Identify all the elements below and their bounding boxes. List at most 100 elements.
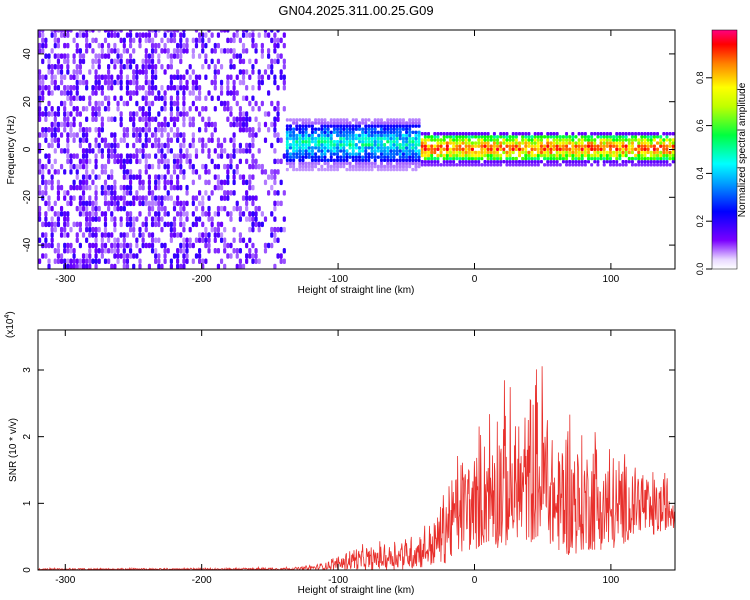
heatmap-cell — [81, 32, 86, 38]
heatmap-cell — [612, 135, 616, 139]
heatmap-cell — [543, 144, 547, 148]
heatmap-cell — [304, 118, 308, 122]
heatmap-cell — [452, 132, 456, 136]
heatmap-cell — [132, 121, 136, 128]
heatmap-cell — [169, 148, 173, 154]
heatmap-cell — [621, 132, 625, 136]
heatmap-cell — [216, 69, 221, 75]
heatmap-cell — [514, 144, 518, 148]
heatmap-cell — [85, 79, 89, 86]
heatmap-cell — [323, 158, 327, 162]
heatmap-cell — [273, 232, 277, 238]
heatmap-cell — [160, 216, 164, 222]
heatmap-cell — [608, 153, 612, 158]
heatmap-cell — [392, 136, 396, 141]
heatmap-cell — [420, 144, 424, 148]
heatmap-cell — [314, 155, 318, 159]
heatmap-cell — [238, 247, 242, 254]
heatmap-cell — [163, 69, 167, 75]
heatmap-cell — [191, 258, 195, 264]
heatmap-cell — [518, 153, 522, 158]
heatmap-cell — [185, 148, 189, 154]
heatmap-cell — [467, 160, 471, 164]
heatmap-cell — [141, 195, 145, 201]
heatmap-cell — [97, 216, 101, 222]
heatmap-cell — [329, 155, 333, 159]
heatmap-cell — [543, 147, 547, 151]
heatmap-cell — [47, 90, 51, 96]
heatmap-cell — [624, 153, 628, 158]
heatmap-cell — [191, 90, 195, 96]
heatmap-cell — [125, 242, 130, 249]
heatmap-cell — [85, 127, 89, 133]
heatmap-cell — [329, 146, 333, 150]
heatmap-cell — [59, 132, 64, 138]
heatmap-cell — [81, 190, 86, 196]
heatmap-cell — [486, 138, 490, 142]
heatmap-cell — [38, 158, 42, 165]
heatmap-cell — [94, 200, 98, 207]
heatmap-cell — [176, 158, 180, 165]
heatmap-cell — [408, 118, 412, 122]
heatmap-cell — [288, 124, 292, 128]
heatmap-cell — [367, 139, 371, 144]
heatmap-cell — [41, 163, 45, 170]
heatmap-cell — [63, 211, 67, 217]
heatmap-cell — [455, 135, 459, 139]
heatmap-cell — [75, 263, 79, 269]
heatmap-cell — [56, 190, 61, 196]
heatmap-cell — [251, 137, 255, 144]
heatmap-cell — [514, 132, 518, 136]
heatmap-cell — [125, 221, 130, 228]
heatmap-cell — [97, 30, 101, 33]
heatmap-cell — [373, 121, 377, 125]
heatmap-cell — [514, 163, 518, 167]
heatmap-cell — [69, 84, 73, 91]
heatmap-cell — [63, 195, 67, 201]
heatmap-cell — [125, 84, 130, 91]
heatmap-cell — [398, 143, 402, 147]
heatmap-cell — [565, 144, 569, 148]
heatmap-cell — [160, 158, 164, 165]
heatmap-cell — [552, 144, 556, 148]
heatmap-cell — [122, 37, 126, 44]
heatmap-cell — [235, 253, 239, 259]
heatmap-cell — [172, 116, 177, 123]
heatmap-cell — [267, 190, 271, 196]
heatmap-cell — [219, 237, 224, 243]
heatmap-cell — [128, 95, 133, 101]
heatmap-cell — [527, 160, 531, 164]
heatmap-cell — [141, 200, 145, 207]
heatmap-cell — [107, 158, 111, 165]
heatmap-cell — [376, 149, 380, 153]
heatmap-cell — [389, 146, 393, 150]
y-tick-label: 20 — [22, 96, 33, 108]
heatmap-cell — [97, 74, 101, 80]
heatmap-cell — [103, 30, 108, 33]
heatmap-cell — [386, 152, 390, 156]
heatmap-cell — [304, 155, 308, 159]
heatmap-cell — [539, 132, 543, 136]
heatmap-cell — [245, 190, 249, 196]
heatmap-cell — [502, 147, 506, 151]
heatmap-cell — [615, 144, 619, 148]
heatmap-cell — [226, 163, 230, 170]
heatmap-cell — [44, 253, 48, 259]
heatmap-cell — [301, 127, 305, 131]
heatmap-cell — [492, 144, 496, 148]
heatmap-cell — [288, 118, 292, 122]
heatmap-cell — [401, 164, 405, 169]
heatmap-cell — [448, 132, 452, 136]
heatmap-cell — [144, 79, 148, 86]
heatmap-cell — [75, 69, 79, 75]
heatmap-cell — [511, 135, 515, 139]
heatmap-cell — [395, 130, 399, 135]
heatmap-cell — [379, 155, 383, 159]
heatmap-cell — [304, 130, 308, 135]
heatmap-cell — [329, 158, 333, 162]
heatmap-cell — [270, 69, 274, 75]
y-scale-close: ) — [5, 311, 16, 314]
heatmap-cell — [580, 132, 584, 136]
heatmap-cell — [119, 253, 123, 259]
heatmap-cell — [445, 141, 449, 145]
